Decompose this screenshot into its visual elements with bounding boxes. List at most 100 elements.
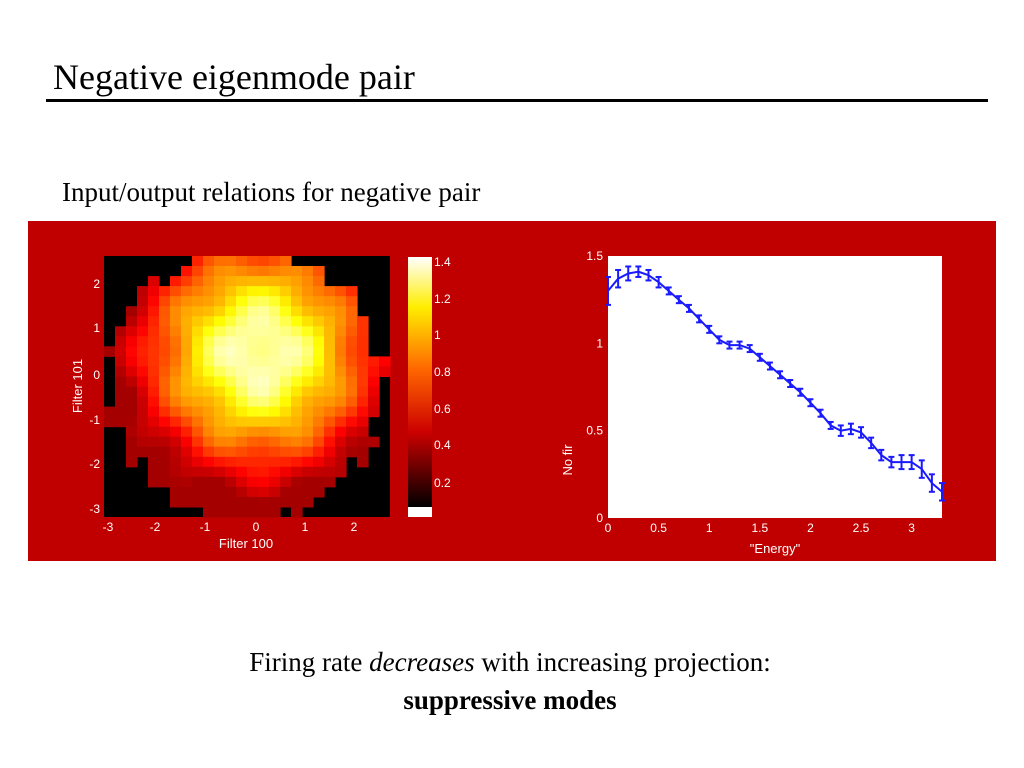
heatmap-cell bbox=[170, 426, 182, 438]
heatmap-cell bbox=[225, 496, 237, 508]
error-bar bbox=[827, 420, 834, 430]
heatmap-cell bbox=[181, 426, 193, 438]
line-x-tick-label: 1 bbox=[706, 521, 713, 535]
heatmap-cell bbox=[214, 306, 226, 317]
heatmap-cell bbox=[137, 356, 149, 367]
heatmap-cell bbox=[302, 466, 314, 478]
heatmap-cell bbox=[192, 376, 204, 388]
heatmap-cell bbox=[214, 316, 226, 327]
line-x-tick-label: 3 bbox=[908, 521, 915, 535]
heatmap-cell bbox=[357, 406, 369, 418]
heatmap-cell bbox=[269, 406, 281, 418]
heatmap-cell bbox=[214, 326, 226, 337]
heatmap-cell bbox=[214, 406, 226, 418]
heatmap-cell bbox=[258, 507, 270, 518]
heatmap-cell bbox=[236, 366, 248, 377]
heatmap-cell bbox=[170, 396, 182, 408]
heatmap-cell bbox=[225, 306, 237, 317]
heatmap-cell bbox=[335, 446, 347, 458]
line-x-tick-label: 2.5 bbox=[853, 521, 870, 535]
heatmap-cell bbox=[291, 507, 303, 518]
error-bar bbox=[665, 286, 672, 296]
caption-italic: decreases bbox=[369, 647, 475, 677]
heatmap-cell bbox=[302, 386, 314, 398]
heatmap-cell bbox=[247, 486, 259, 498]
heatmap-cell bbox=[313, 356, 325, 367]
heatmap-cell bbox=[346, 396, 358, 408]
heatmap-cell bbox=[203, 326, 215, 337]
heatmap-cell bbox=[302, 486, 314, 498]
heatmap-cell bbox=[170, 406, 182, 418]
heatmap-cell bbox=[236, 286, 248, 297]
heatmap-cell bbox=[357, 396, 369, 408]
heatmap-cell bbox=[291, 446, 303, 458]
heatmap-cell bbox=[203, 336, 215, 347]
heatmap-cell bbox=[181, 416, 193, 428]
heatmap-cell bbox=[236, 256, 248, 267]
heatmap-cell bbox=[236, 476, 248, 488]
heatmap-cell bbox=[291, 286, 303, 297]
heatmap-cell bbox=[236, 316, 248, 327]
heatmap-cell bbox=[214, 426, 226, 438]
error-bar bbox=[868, 436, 875, 450]
heatmap-cell bbox=[368, 356, 380, 367]
heatmap-cell bbox=[291, 316, 303, 327]
heatmap-cell bbox=[357, 436, 369, 448]
heatmap-cell bbox=[280, 446, 292, 458]
error-bar bbox=[807, 398, 814, 408]
heatmap-cell bbox=[346, 386, 358, 398]
caption-line-2: suppressive modes bbox=[403, 685, 617, 715]
heatmap-cell bbox=[346, 416, 358, 428]
heatmap-cell bbox=[148, 416, 160, 428]
heatmap-cell bbox=[269, 446, 281, 458]
heatmap-cell bbox=[236, 296, 248, 307]
heatmap-cell bbox=[225, 406, 237, 418]
heatmap-cell bbox=[291, 276, 303, 287]
heatmap-cell bbox=[225, 466, 237, 478]
heatmap-cell bbox=[357, 366, 369, 377]
heatmap-cell bbox=[302, 356, 314, 367]
heatmap-cell bbox=[280, 326, 292, 337]
heatmap-cell bbox=[181, 456, 193, 468]
heatmap-cell bbox=[148, 436, 160, 448]
heatmap-cell bbox=[335, 366, 347, 377]
error-bar bbox=[625, 265, 632, 282]
heatmap-cell bbox=[115, 326, 127, 337]
heatmap-cell bbox=[181, 316, 193, 327]
heatmap-cell bbox=[236, 436, 248, 448]
heatmap-cell bbox=[214, 296, 226, 307]
heatmap-cell bbox=[214, 476, 226, 488]
heatmap-cell bbox=[247, 376, 259, 388]
heatmap-cell bbox=[258, 466, 270, 478]
heatmap-cell bbox=[346, 326, 358, 337]
heatmap-cell bbox=[214, 336, 226, 347]
heatmap-cell bbox=[291, 426, 303, 438]
error-bar bbox=[837, 424, 844, 437]
line-x-tick-label: 0 bbox=[605, 521, 612, 535]
heatmap-cell bbox=[258, 416, 270, 428]
heatmap-cell bbox=[203, 256, 215, 267]
heatmap-cell bbox=[181, 286, 193, 297]
heatmap-cell bbox=[269, 486, 281, 498]
heatmap-cell bbox=[247, 456, 259, 468]
heatmap-cell bbox=[148, 446, 160, 458]
heatmap-cell bbox=[225, 276, 237, 287]
error-bar bbox=[706, 324, 713, 334]
heatmap-cell bbox=[269, 266, 281, 277]
title-rule bbox=[46, 99, 988, 102]
heatmap-cell bbox=[269, 436, 281, 448]
heatmap-cell bbox=[203, 296, 215, 307]
heatmap-cell bbox=[324, 286, 336, 297]
heatmap-cell bbox=[280, 416, 292, 428]
heatmap-y-tick-label: 2 bbox=[93, 277, 100, 291]
heatmap-cell bbox=[159, 346, 171, 357]
heatmap-cell bbox=[302, 336, 314, 347]
heatmap-cell bbox=[313, 446, 325, 458]
heatmap-cell bbox=[126, 326, 138, 337]
error-bar bbox=[908, 454, 915, 471]
heatmap-cell bbox=[148, 356, 160, 367]
heatmap-cell bbox=[170, 316, 182, 327]
heatmap-cell bbox=[203, 286, 215, 297]
heatmap-cell bbox=[181, 266, 193, 277]
heatmap-cell bbox=[192, 496, 204, 508]
